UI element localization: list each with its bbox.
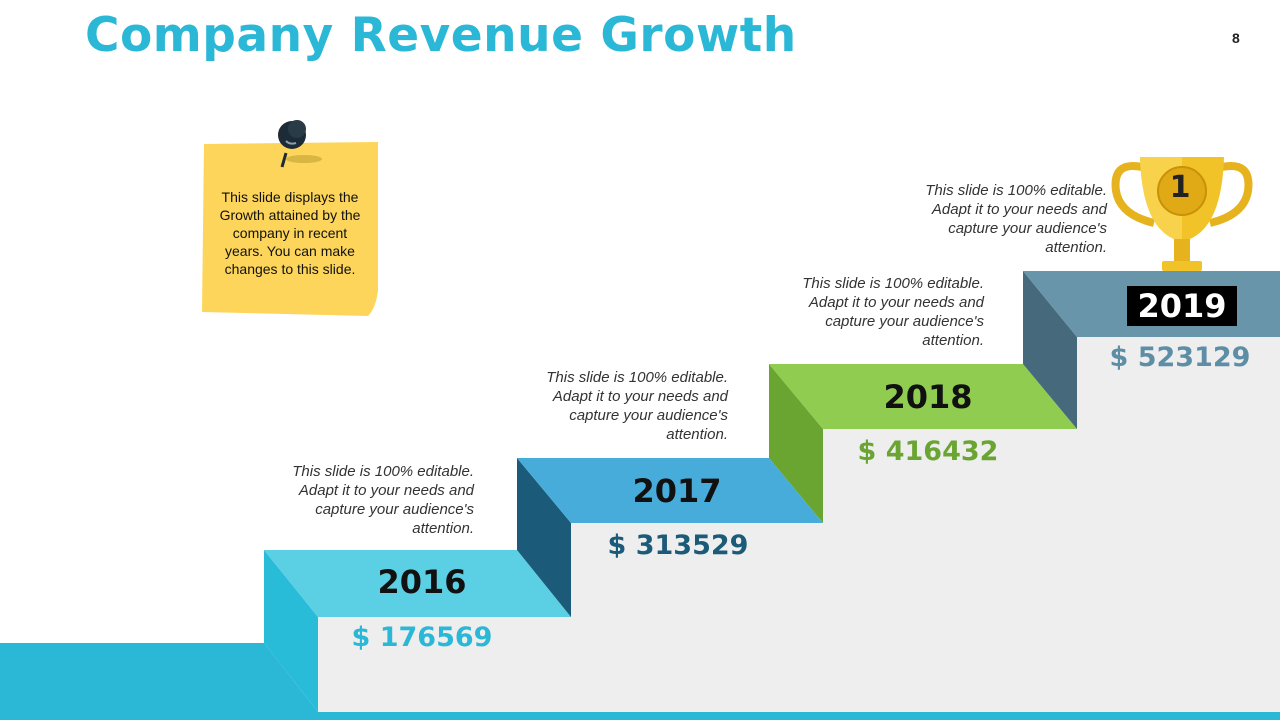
step-2016-amount: $ 176569 [351,622,493,653]
step-2017-top [517,458,823,523]
sticky-note-paper [202,142,378,316]
step-2017-riser [517,458,571,617]
slide-title: Company Revenue Growth [85,8,797,63]
step-2016-description: This slide is 100% editable. Adapt it to… [292,463,474,537]
trophy-rank: 1 [1169,170,1191,205]
sticky-note: This slide displays the Growth attained … [200,140,380,320]
floor-band [0,643,318,712]
step-2016-year: 2016 [377,563,467,601]
step-2018-year: 2018 [883,378,973,416]
page-number: 8 [1232,30,1240,46]
step-2016-top [264,550,571,617]
trophy-icon [1111,157,1253,271]
step-2018-amount: $ 416432 [857,436,999,467]
step-2019-year: 2019 [1127,286,1237,326]
step-2019-description: This slide is 100% editable. Adapt it to… [925,182,1107,256]
step-2018-description: This slide is 100% editable. Adapt it to… [802,275,984,349]
step-2017-description: This slide is 100% editable. Adapt it to… [546,369,728,443]
step-2016-riser [264,550,318,712]
step-2019-riser [1023,271,1077,429]
step-2017-amount: $ 313529 [607,530,749,561]
stair-fill [318,337,1280,712]
step-2018-riser [769,364,823,523]
bottom-line [0,712,1280,720]
step-2019-amount: $ 523129 [1109,342,1251,373]
push-pin-icon [278,120,322,168]
step-2017-year: 2017 [632,472,722,510]
step-2018-top [769,364,1077,429]
sticky-note-text: This slide displays the Growth attained … [219,189,361,277]
